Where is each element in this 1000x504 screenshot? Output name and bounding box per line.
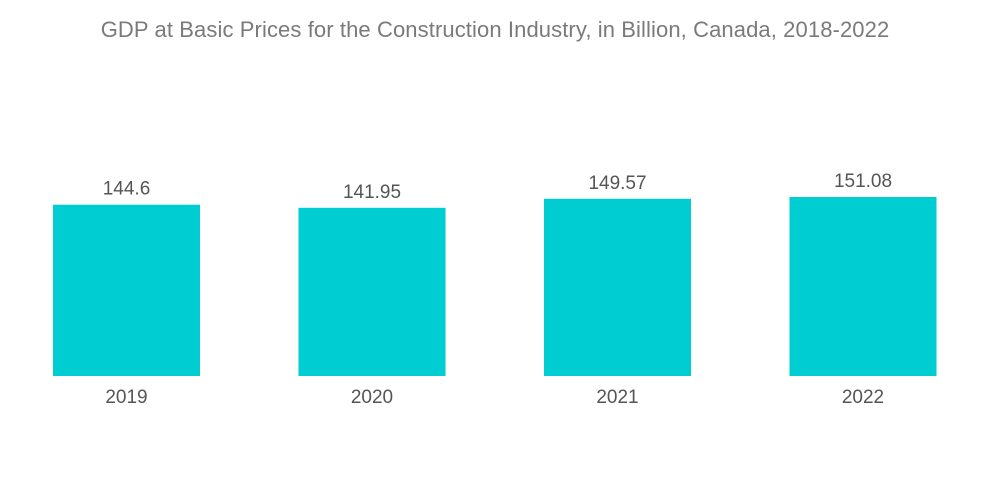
bars-layer <box>53 197 937 376</box>
x-tick-label-2021: 2021 <box>596 387 638 408</box>
value-label-2019: 144.6 <box>103 179 151 200</box>
value-labels-layer: 144.6 141.95 149.57 151.08 <box>103 171 892 203</box>
x-axis-ticks: 2019 2020 2021 2022 <box>105 387 884 408</box>
chart-title: GDP at Basic Prices for the Construction… <box>100 17 890 42</box>
value-label-2022: 151.08 <box>834 171 892 192</box>
bar-2020 <box>298 207 446 376</box>
x-tick-label-2022: 2022 <box>842 387 884 408</box>
x-tick-label-2020: 2020 <box>351 387 393 408</box>
bar-2022 <box>789 197 937 376</box>
value-label-2020: 141.95 <box>343 182 401 203</box>
bar-2021 <box>544 198 691 376</box>
bar-2019 <box>53 204 200 376</box>
x-tick-label-2019: 2019 <box>105 387 147 408</box>
value-label-2021: 149.57 <box>588 173 646 194</box>
